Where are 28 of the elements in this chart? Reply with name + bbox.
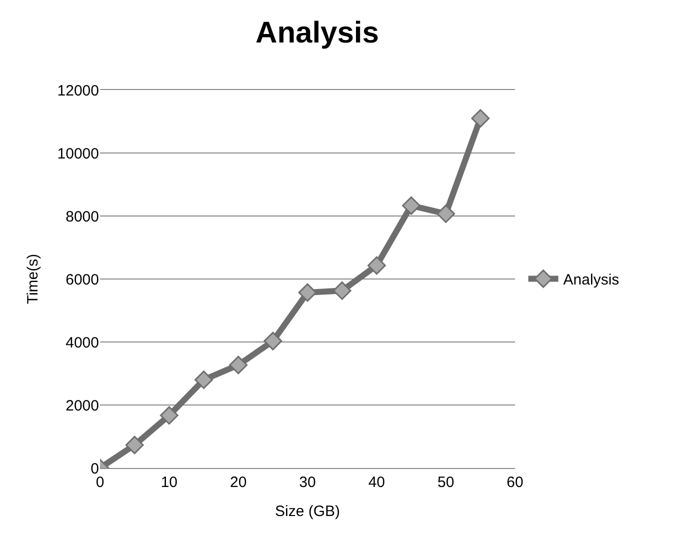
y-tick-label: 8000 xyxy=(66,208,99,226)
point xyxy=(332,281,352,300)
x-tick-label: 10 xyxy=(160,474,178,491)
x-axis-title: Size (GB) xyxy=(274,503,340,520)
point xyxy=(436,204,456,223)
y-tick-label: 0 xyxy=(90,460,99,478)
point xyxy=(298,283,317,302)
x-tick-label: 60 xyxy=(506,474,524,491)
y-tick-label: 4000 xyxy=(66,334,99,352)
legend-label: Analysis xyxy=(563,272,620,289)
x-tick-label: 20 xyxy=(230,474,247,491)
y-tick-label: 10000 xyxy=(57,145,99,162)
point xyxy=(402,196,420,215)
point xyxy=(125,436,144,454)
point xyxy=(367,256,386,275)
x-tick-label: 40 xyxy=(368,474,386,491)
y-tick-label: 12000 xyxy=(57,82,99,100)
x-tick-label: 30 xyxy=(299,474,316,491)
point xyxy=(264,332,282,350)
y-tick-label: 6000 xyxy=(66,271,99,288)
y-axis-title: Time(s) xyxy=(24,254,42,304)
point xyxy=(194,370,213,389)
chart-title: Analysis xyxy=(256,16,379,50)
x-tick-label: 50 xyxy=(437,474,454,491)
point xyxy=(160,406,178,425)
point xyxy=(229,356,248,374)
point xyxy=(471,109,490,128)
y-tick-label: 2000 xyxy=(66,397,99,414)
